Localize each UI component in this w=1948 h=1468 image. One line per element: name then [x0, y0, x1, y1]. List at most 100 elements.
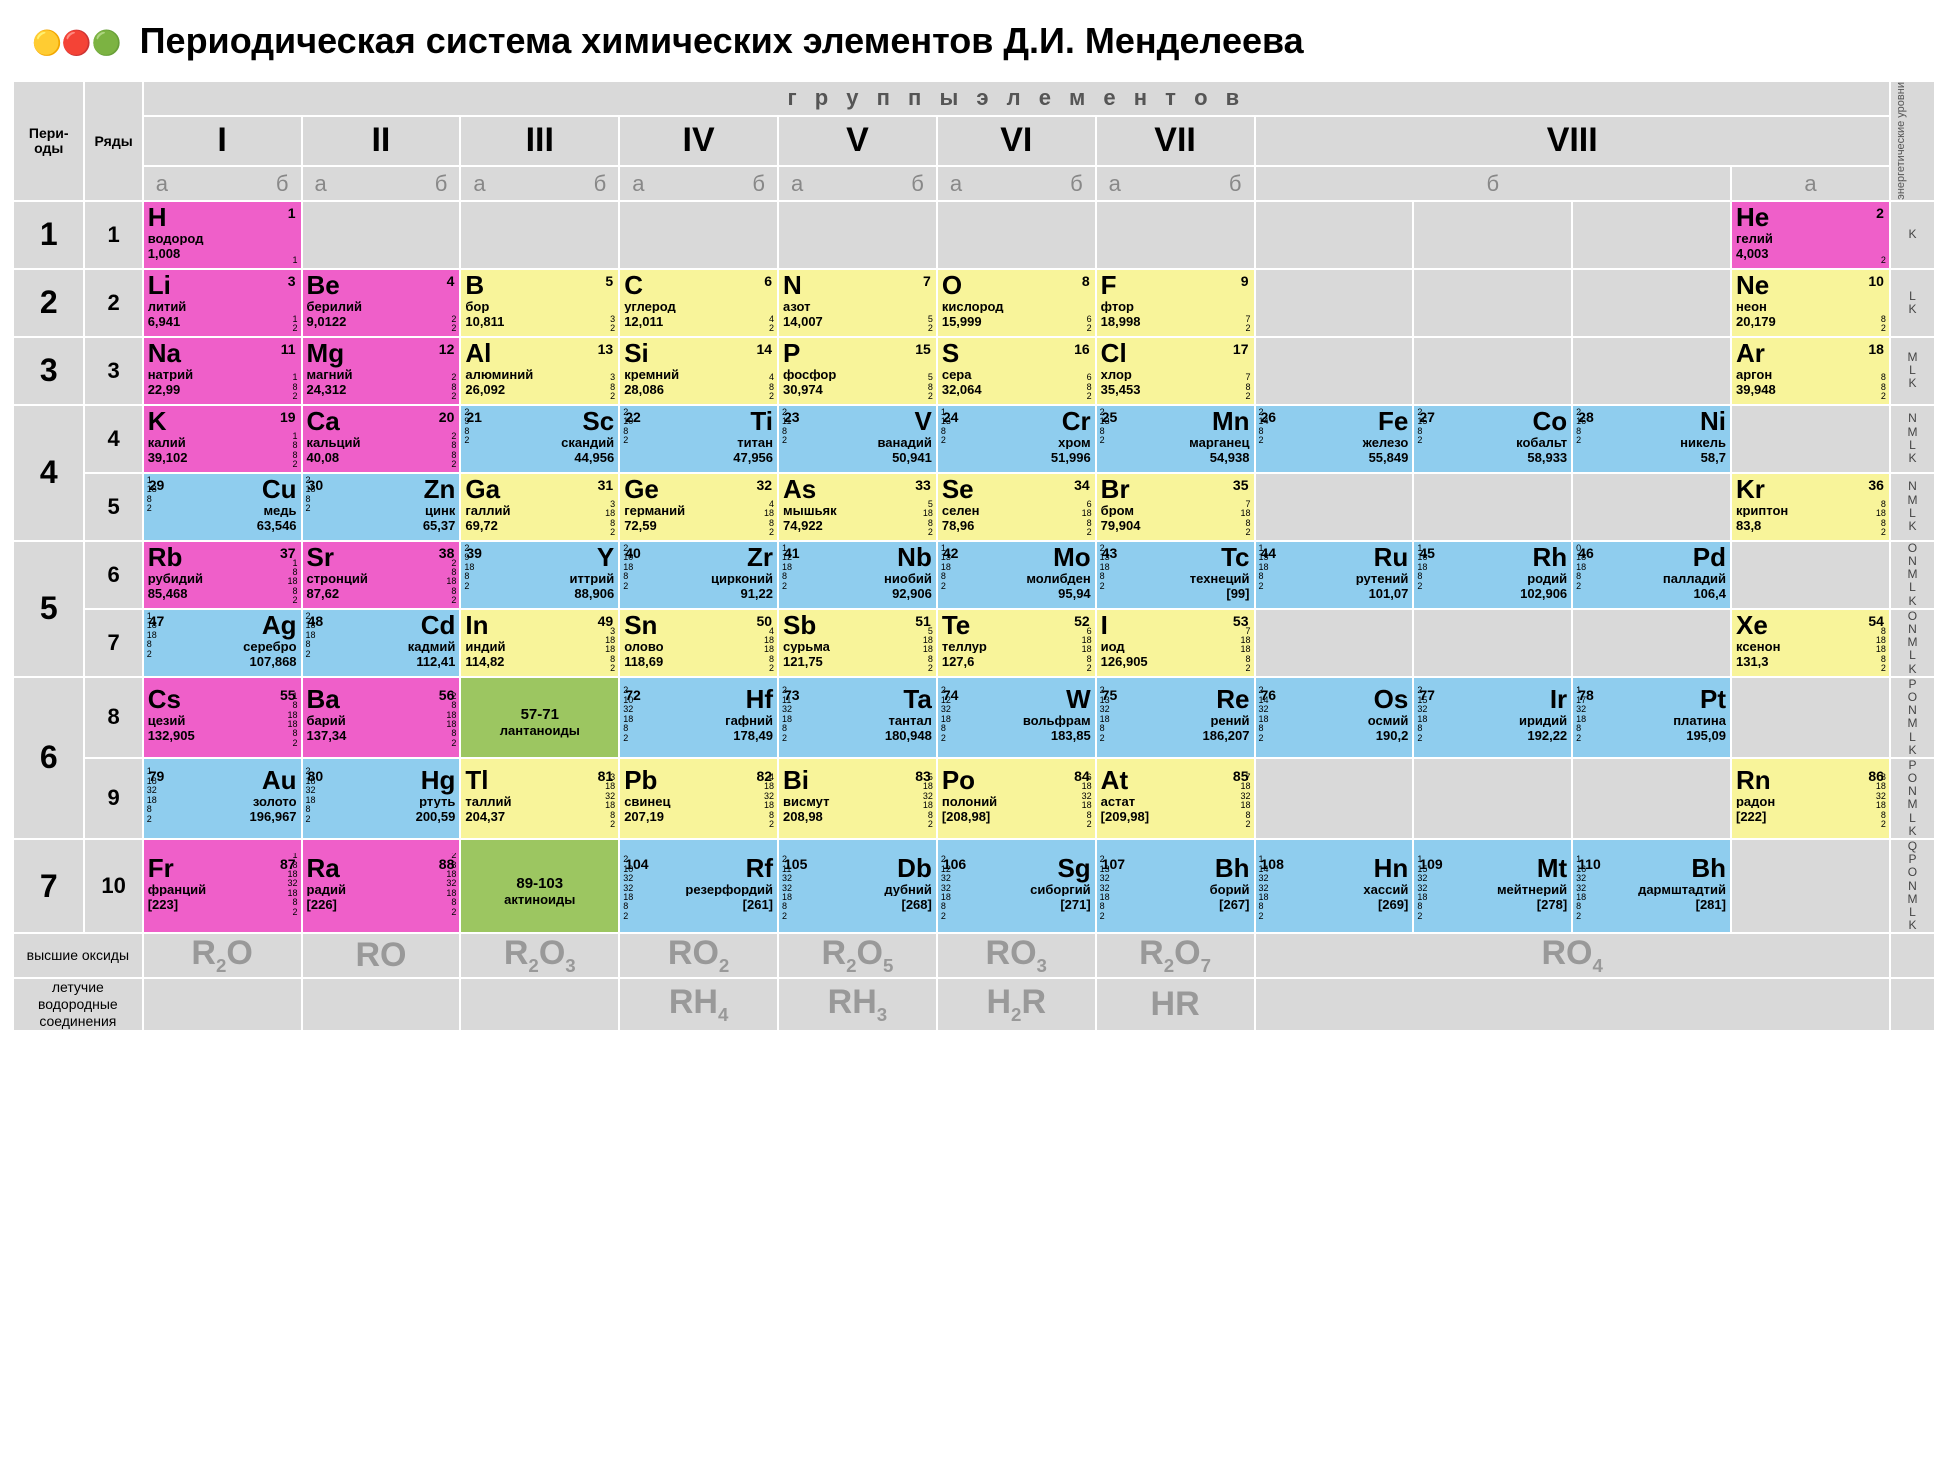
element-Rb: 37 Rb рубидий 85,468 181882 — [143, 541, 302, 609]
element-Cr: 24 Cr хром 51,996 11382 — [937, 405, 1096, 473]
levels-row-5: NMLK — [1890, 473, 1935, 541]
levels-row-3: MLK — [1890, 337, 1935, 405]
page-title: 🟡🔴🟢 Периодическая система химических эле… — [32, 20, 1936, 62]
element-Hf: 72 Hf гафний 178,49 210321882 — [619, 677, 778, 758]
element-Rh: 45 Rh родий 102,906 1161882 — [1413, 541, 1572, 609]
element-Mn: 25 Mn марганец 54,938 21382 — [1096, 405, 1255, 473]
element-Rf: 104 Rf резерфордий [261] 21032321882 — [619, 839, 778, 933]
element-Li: 3 Li литий 6,941 12 — [143, 269, 302, 337]
element-Al: 13 Al алюминий 26,092 382 — [460, 337, 619, 405]
empty-cell — [1413, 201, 1572, 269]
element-Ar: 18 Ar аргон 39,948 882 — [1731, 337, 1890, 405]
periodic-table: Пери-одыРядыг р у п п ы э л е м е н т о … — [12, 80, 1936, 1032]
element-Xe: 54 Xe ксенон 131,3 8181882 — [1731, 609, 1890, 677]
period-3: 3 — [13, 337, 84, 405]
element-Ti: 22 Ti титан 47,956 21082 — [619, 405, 778, 473]
logo-icon: 🟡🔴🟢 — [32, 30, 122, 57]
empty-cell — [778, 201, 937, 269]
element-Db: 105 Db дубний [268] 21132321882 — [778, 839, 937, 933]
period-7: 7 — [13, 839, 84, 933]
oxide-2: RO — [302, 933, 461, 978]
subgroup-1: аб — [143, 166, 302, 201]
empty-cell — [1255, 337, 1414, 405]
empty-cell — [1731, 405, 1890, 473]
subgroup-8a: а — [1731, 166, 1890, 201]
element-Bi: 83 Bi висмут 208,98 518321882 — [778, 758, 937, 839]
h-compound-2 — [302, 978, 461, 1030]
element-Mo: 42 Mo молибден 95,94 1131882 — [937, 541, 1096, 609]
group-8-header: VIII — [1255, 116, 1890, 167]
row-4: 4 — [84, 405, 142, 473]
element-Fe: 26 Fe железо 55,849 21482 — [1255, 405, 1414, 473]
empty-cell — [1096, 201, 1255, 269]
period-2: 2 — [13, 269, 84, 337]
groups-header: г р у п п ы э л е м е н т о в — [143, 81, 1890, 116]
energy-levels-header: энергетические уровни — [1890, 81, 1935, 201]
period-6: 6 — [13, 677, 84, 839]
element-Ag: 47 Ag серебро 107,868 1181882 — [143, 609, 302, 677]
empty-cell — [1572, 473, 1731, 541]
row-6: 6 — [84, 541, 142, 609]
h-compound-7: HR — [1096, 978, 1255, 1030]
group-3-header: III — [460, 116, 619, 167]
empty-cell — [1572, 337, 1731, 405]
period-4: 4 — [13, 405, 84, 541]
element-P: 15 P фосфор 30,974 582 — [778, 337, 937, 405]
element-H: 1 H водород 1,008 1 — [143, 201, 302, 269]
element-Te: 52 Te теллур 127,6 6181882 — [937, 609, 1096, 677]
row-8: 8 — [84, 677, 142, 758]
h-compound-8 — [1255, 978, 1890, 1030]
empty-cell — [1413, 609, 1572, 677]
element-Be: 4 Be берилий 9,0122 22 — [302, 269, 461, 337]
highest-oxides-label: высшие оксиды — [13, 933, 143, 978]
element-Cd: 48 Cd кадмий 112,41 2181882 — [302, 609, 461, 677]
group-5-header: V — [778, 116, 937, 167]
element-Pt: 78 Pt платина 195,09 117321882 — [1572, 677, 1731, 758]
element-Ni: 28 Ni никель 58,7 21682 — [1572, 405, 1731, 473]
element-Re: 75 Re рений 186,207 213321882 — [1096, 677, 1255, 758]
empty-cell — [619, 201, 778, 269]
row-9: 9 — [84, 758, 142, 839]
levels-row-9: PONMLK — [1890, 758, 1935, 839]
element-Se: 34 Se селен 78,96 61882 — [937, 473, 1096, 541]
element-He: 2 He гелий 4,003 2 — [1731, 201, 1890, 269]
h-compound-6: H2R — [937, 978, 1096, 1030]
element-K: 19 K калий 39,102 1882 — [143, 405, 302, 473]
group-1-header: I — [143, 116, 302, 167]
period-1: 1 — [13, 201, 84, 269]
row-2: 2 — [84, 269, 142, 337]
element-S: 16 S сера 32,064 682 — [937, 337, 1096, 405]
element-Tl: 81 Tl таллий 204,37 318321882 — [460, 758, 619, 839]
element-Rn: 86 Rn радон [222] 818321882 — [1731, 758, 1890, 839]
element-Pb: 82 Pb свинец 207,19 418321882 — [619, 758, 778, 839]
element-N: 7 N азот 14,007 52 — [778, 269, 937, 337]
h-compound-5: RH3 — [778, 978, 937, 1030]
h-compound-1 — [143, 978, 302, 1030]
row-1: 1 — [84, 201, 142, 269]
empty-cell — [1572, 269, 1731, 337]
element-B: 5 B бор 10,811 32 — [460, 269, 619, 337]
element-As: 33 As мышьяк 74,922 51882 — [778, 473, 937, 541]
element-Pd: 46 Pd палладий 106,4 0181882 — [1572, 541, 1731, 609]
h-compound-3 — [460, 978, 619, 1030]
element-W: 74 W вольфрам 183,85 212321882 — [937, 677, 1096, 758]
element-Bh2: 110 Bh дармштадтий [281] 11632321882 — [1572, 839, 1731, 933]
oxide-6: RO3 — [937, 933, 1096, 978]
element-Ra: 88 Ra радий [226] 2818321882 — [302, 839, 461, 933]
element-Co: 27 Co кобальт 58,933 21582 — [1413, 405, 1572, 473]
empty-cell — [1413, 269, 1572, 337]
levels-row-8: PONMLK — [1890, 677, 1935, 758]
oxide-3: R2O3 — [460, 933, 619, 978]
row-3: 3 — [84, 337, 142, 405]
h-compounds-label: летучие водородные соединения — [13, 978, 143, 1030]
element-Cu: 29 Cu медь 63,546 11882 — [143, 473, 302, 541]
element-Y: 39 Y иттрий 88,906 291882 — [460, 541, 619, 609]
element-Br: 35 Br бром 79,904 71882 — [1096, 473, 1255, 541]
empty-cell — [302, 201, 461, 269]
row-7: 7 — [84, 609, 142, 677]
empty-cell — [1572, 201, 1731, 269]
element-I: 53 I иод 126,905 7181882 — [1096, 609, 1255, 677]
empty-cell — [1255, 758, 1414, 839]
subgroup-2: аб — [302, 166, 461, 201]
element-Ta: 73 Ta тантал 180,948 211321882 — [778, 677, 937, 758]
